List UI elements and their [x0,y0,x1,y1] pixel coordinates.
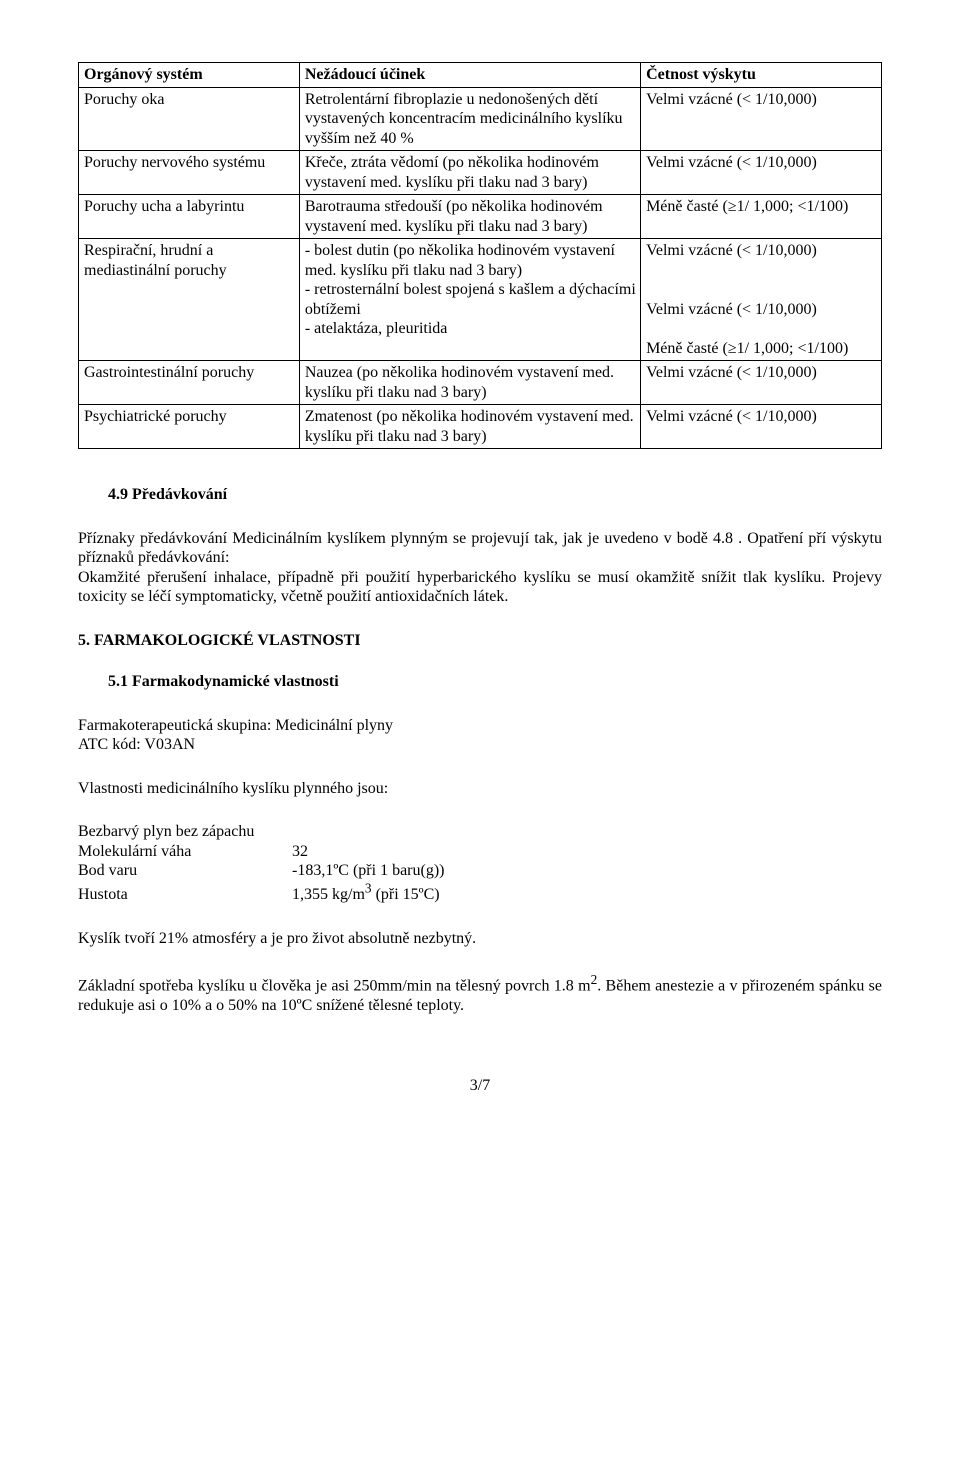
cell-effect-line: - bolest dutin (po několika hodinovém vy… [305,242,615,279]
cell-effect: Retrolentární fibroplazie u nedonošených… [299,87,640,151]
cell-effect: Křeče, ztráta vědomí (po několika hodino… [299,151,640,195]
cell-system: Poruchy ucha a labyrintu [79,195,300,239]
atmosphere-paragraph: Kyslík tvoří 21% atmosféry a je pro živo… [78,929,882,949]
cell-frequency: Velmi vzácné (< 1/10,000) Velmi vzácné (… [641,239,882,361]
cell-system: Poruchy nervového systému [79,151,300,195]
molecular-weight-row: Molekulární váha 32 [78,842,882,862]
cell-effect: Barotrauma středouší (po několika hodino… [299,195,640,239]
pharmacotherapeutic-group: Farmakoterapeutická skupina: Medicinální… [78,716,882,736]
density-sup: 3 [365,881,372,896]
atc-code: ATC kód: V03AN [78,735,882,755]
table-row: Gastrointestinální poruchy Nauzea (po ně… [79,361,882,405]
table-row: Poruchy oka Retrolentární fibroplazie u … [79,87,882,151]
col-header-system: Orgánový systém [79,63,300,88]
col-header-effect: Nežádoucí účinek [299,63,640,88]
boiling-point-row: Bod varu -183,1ºC (při 1 baru(g)) [78,861,882,881]
cell-effect-line: - atelaktáza, pleuritida [305,320,448,337]
boiling-point-label: Bod varu [78,861,288,881]
table-header-row: Orgánový systém Nežádoucí účinek Četnost… [79,63,882,88]
density-value: 1,355 kg/m3 (při 15ºC) [292,886,440,903]
cell-effect: - bolest dutin (po několika hodinovém vy… [299,239,640,361]
boiling-point-value: -183,1ºC (při 1 baru(g)) [292,862,444,879]
molecular-weight-value: 32 [292,843,308,860]
density-post: (při 15ºC) [372,886,440,903]
cell-frequency: Velmi vzácné (< 1/10,000) [641,151,882,195]
cell-effect: Zmatenost (po několika hodinovém vystave… [299,405,640,449]
density-label: Hustota [78,885,288,905]
cell-effect-line: - retrosternální bolest spojená s kašlem… [305,281,636,318]
table-row: Psychiatrické poruchy Zmatenost (po něko… [79,405,882,449]
basal-pre: Základní spotřeba kyslíku u člověka je a… [78,978,591,995]
table-row: Poruchy nervového systému Křeče, ztráta … [79,151,882,195]
adverse-effects-table: Orgánový systém Nežádoucí účinek Četnost… [78,62,882,449]
cell-effect: Nauzea (po několika hodinovém vystavení … [299,361,640,405]
section-4-9-title: 4.9 Předávkování [78,485,882,505]
section-5-title: 5. FARMAKOLOGICKÉ VLASTNOSTI [78,631,882,651]
cell-system: Respirační, hrudní a mediastinální poruc… [79,239,300,361]
cell-system: Poruchy oka [79,87,300,151]
cell-frequency: Méně časté (≥1/ 1,000; <1/100) [641,195,882,239]
overdose-paragraph-2: Okamžité přerušení inhalace, případně př… [78,568,882,607]
cell-frequency: Velmi vzácné (< 1/10,000) [641,361,882,405]
cell-frequency: Velmi vzácné (< 1/10,000) [641,87,882,151]
overdose-paragraph-1: Příznaky předávkování Medicinálním kyslí… [78,529,882,568]
density-pre: 1,355 kg/m [292,886,365,903]
cell-freq-line: Velmi vzácné (< 1/10,000) [646,242,817,259]
col-header-frequency: Četnost výskytu [641,63,882,88]
basal-consumption-paragraph: Základní spotřeba kyslíku u člověka je a… [78,972,882,1015]
cell-freq-line: Méně časté (≥1/ 1,000; <1/100) [646,340,848,357]
cell-frequency: Velmi vzácné (< 1/10,000) [641,405,882,449]
cell-system: Psychiatrické poruchy [79,405,300,449]
cell-system: Gastrointestinální poruchy [79,361,300,405]
molecular-weight-label: Molekulární váha [78,842,288,862]
gas-description: Bezbarvý plyn bez zápachu [78,822,882,842]
density-row: Hustota 1,355 kg/m3 (při 15ºC) [78,881,882,905]
properties-intro: Vlastnosti medicinálního kyslíku plynnéh… [78,779,882,799]
table-row: Poruchy ucha a labyrintu Barotrauma stře… [79,195,882,239]
page-number: 3/7 [78,1076,882,1096]
table-row: Respirační, hrudní a mediastinální poruc… [79,239,882,361]
section-5-1-title: 5.1 Farmakodynamické vlastnosti [78,672,882,692]
cell-freq-line: Velmi vzácné (< 1/10,000) [646,301,817,318]
